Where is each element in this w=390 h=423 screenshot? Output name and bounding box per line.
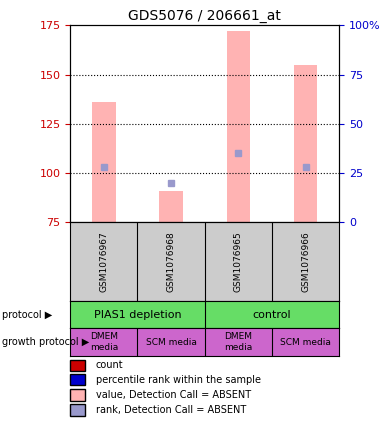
Text: DMEM
media: DMEM media (90, 332, 118, 352)
Text: value, Detection Call = ABSENT: value, Detection Call = ABSENT (96, 390, 251, 400)
Title: GDS5076 / 206661_at: GDS5076 / 206661_at (128, 9, 281, 23)
Text: DMEM
media: DMEM media (224, 332, 252, 352)
FancyBboxPatch shape (70, 404, 85, 416)
FancyBboxPatch shape (70, 374, 85, 385)
FancyBboxPatch shape (70, 360, 85, 371)
Bar (294, 65, 317, 222)
Text: SCM media: SCM media (280, 338, 331, 346)
Text: GSM1076965: GSM1076965 (234, 231, 243, 292)
Bar (227, 31, 250, 222)
FancyBboxPatch shape (70, 389, 85, 401)
Text: protocol ▶: protocol ▶ (2, 310, 52, 319)
Text: GSM1076966: GSM1076966 (301, 231, 310, 292)
Text: growth protocol ▶: growth protocol ▶ (2, 337, 89, 347)
Bar (160, 191, 183, 222)
Text: PIAS1 depletion: PIAS1 depletion (94, 310, 181, 319)
Text: SCM media: SCM media (146, 338, 197, 346)
Text: control: control (253, 310, 291, 319)
Text: GSM1076968: GSM1076968 (167, 231, 176, 292)
Text: rank, Detection Call = ABSENT: rank, Detection Call = ABSENT (96, 405, 246, 415)
Bar (92, 102, 115, 222)
Text: count: count (96, 360, 123, 370)
Text: GSM1076967: GSM1076967 (99, 231, 108, 292)
Text: percentile rank within the sample: percentile rank within the sample (96, 375, 261, 385)
